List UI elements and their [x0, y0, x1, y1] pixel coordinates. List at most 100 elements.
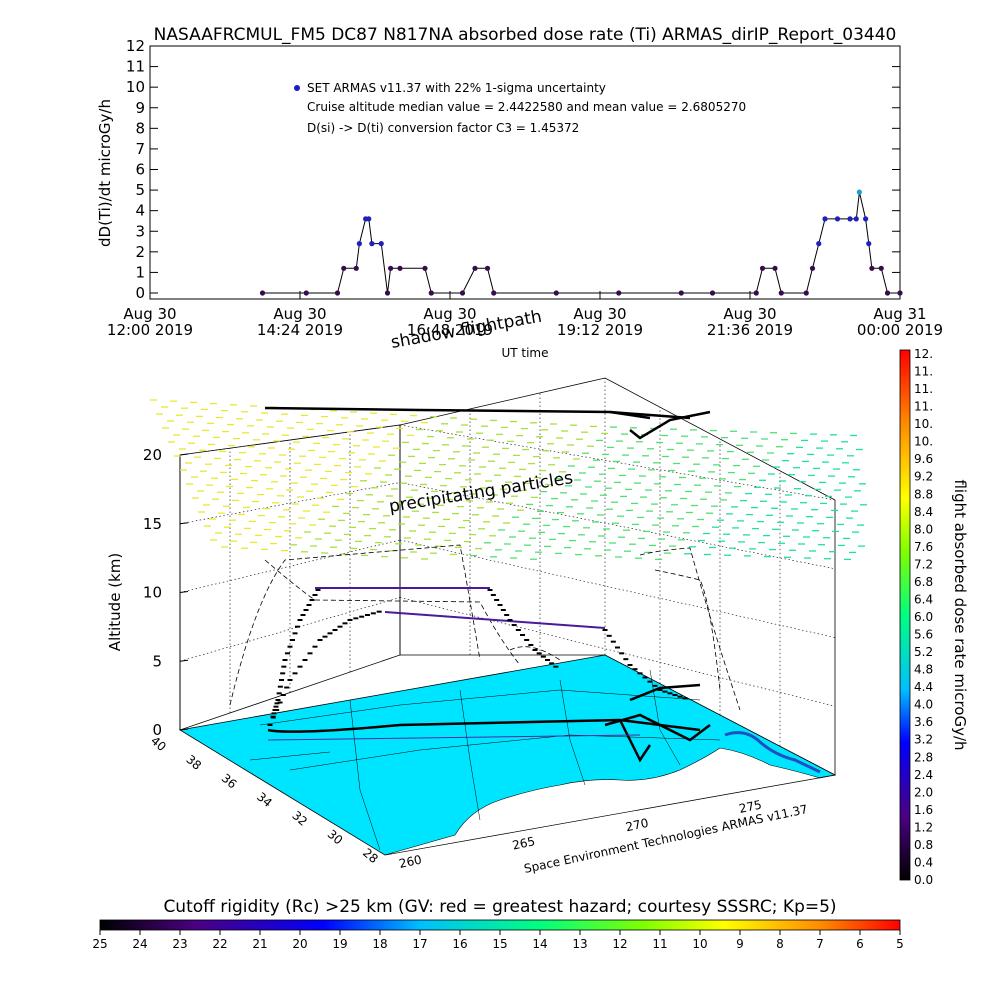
top-x-tick-date: Aug 30 [723, 305, 776, 323]
cutoff-rigidity-colorbar-bar [99, 919, 901, 931]
dose-rate-point [778, 290, 784, 296]
climb-point [647, 680, 653, 683]
top-x-tick-date: Aug 30 [123, 305, 176, 323]
climb-point [300, 614, 306, 616]
climb-point [511, 624, 517, 626]
climb-point [306, 604, 312, 606]
top-x-tick-time: 19:12 2019 [557, 321, 643, 339]
climb-point [303, 609, 309, 611]
cutoff-tick-label: 13 [572, 937, 587, 951]
dose-rate-colorbar-tick: 9.2 [914, 470, 933, 484]
top-y-tick-label: 3 [135, 222, 145, 240]
climb-point [276, 692, 282, 695]
climb-point [267, 724, 273, 726]
dose-rate-colorbar: 12. 11. 11. 11. 10. 10. 9.6 9.2 8.8 8.4 8.0 7.6 7.2 6… [899, 347, 969, 887]
dose-rate-point [341, 265, 347, 271]
climb-point [275, 699, 281, 701]
dose-rate-colorbar-tick: 1.2 [914, 820, 933, 834]
dose-rate-point [772, 265, 778, 271]
climb-point [497, 604, 503, 606]
climb-point [302, 659, 308, 661]
climb-point [652, 684, 658, 687]
climb-point [494, 599, 500, 601]
climb-point [353, 617, 359, 620]
dose-rate-colorbar-tick: 2.8 [914, 750, 933, 764]
cutoff-tick-label: 16 [452, 937, 467, 951]
climb-point [284, 686, 290, 689]
dose-rate-point [422, 265, 428, 271]
top-y-tick-label: 5 [135, 181, 145, 199]
dose-rate-colorbar-tick: 10. [914, 435, 933, 449]
latitude-tick-label: 32 [289, 808, 310, 829]
climb-point [504, 614, 510, 616]
altitude-tick-label: 20 [143, 446, 162, 464]
dose-rate-colorbar-tick: 0.8 [914, 838, 933, 852]
top-x-tick-date: Aug 31 [873, 305, 926, 323]
climb-point [549, 662, 555, 665]
latitude-tick-label: 36 [219, 771, 240, 792]
climb-point [297, 619, 303, 621]
top-y-tick-label: 8 [135, 119, 145, 137]
climb-point [487, 589, 493, 591]
dose-rate-point [759, 265, 766, 271]
climb-point [307, 652, 313, 655]
dose-rate-point [884, 290, 891, 296]
dose-rate-point [397, 265, 403, 271]
dose-rate-colorbar-tick: 5.6 [914, 628, 933, 642]
climb-point [365, 614, 370, 616]
top-x-tick-date: Aug 30 [573, 305, 626, 323]
dose-rate-point [856, 189, 862, 195]
top-x-tick-time: 00:00 2019 [857, 321, 943, 339]
longitude-tick-label: 275 [738, 797, 763, 815]
cutoff-tick-label: 11 [652, 937, 667, 951]
climb-point [637, 672, 643, 675]
shadow-flightpath-lines [229, 544, 741, 711]
climb-point [327, 632, 333, 635]
dose-rate-colorbar-tick: 2.4 [914, 768, 933, 782]
climb-point [271, 712, 277, 715]
cutoff-tick-label: 24 [132, 937, 147, 951]
climb-point [312, 594, 318, 596]
dose-rate-point [459, 290, 466, 296]
cutoff-tick-label: 8 [776, 937, 784, 951]
dose-rate-colorbar-tick: 6.8 [914, 575, 933, 589]
dose-rate-point [472, 265, 478, 271]
climb-point [342, 622, 348, 625]
climb-point [540, 655, 546, 658]
altitude-tick-mark [179, 591, 189, 593]
latitude-tick-label: 34 [254, 790, 275, 811]
dose-rate-colorbar-tick: 3.6 [914, 715, 933, 729]
dose-rate-colorbar-tick: 6.0 [914, 610, 933, 624]
climb-point [317, 639, 323, 641]
dose-rate-colorbar-tick: 10. [914, 417, 933, 431]
top-y-tick-label: 10 [126, 78, 145, 96]
dose-rate-colorbar-ticks: 12. 11. 11. 11. 10. 10. 9.6 9.2 8.8 8.4 8.0 7.6 7.2 6… [914, 347, 933, 887]
dose-rate-colorbar-tick: 4.4 [914, 680, 933, 694]
climb-point [281, 665, 287, 668]
climb-point [312, 645, 318, 648]
climb-point [536, 652, 542, 655]
climb-point [277, 685, 283, 688]
dose-rate-point [803, 290, 809, 296]
altitude-tick-mark [179, 522, 189, 525]
climb-point [272, 709, 278, 711]
top-y-tick-label: 12 [126, 37, 145, 55]
climb-point [545, 659, 550, 661]
dose-rate-colorbar-tick: 2.0 [914, 785, 933, 799]
dose-rate-point [753, 290, 759, 296]
dose-rate-point [866, 241, 872, 247]
dose-rate-colorbar-bar [899, 349, 911, 881]
top-y-tick-label: 0 [135, 284, 145, 302]
dose-rate-colorbar-tick: 3.2 [914, 733, 933, 747]
top-x-tick-time: 14:24 2019 [257, 321, 343, 339]
dose-rate-point [853, 216, 859, 222]
dose-rate-colorbar-tick: 4.0 [914, 698, 933, 712]
cutoff-tick-label: 14 [532, 937, 547, 951]
dose-rate-point [388, 265, 394, 271]
dose-rate-point [491, 290, 497, 296]
cutoff-tick-label: 20 [292, 937, 307, 951]
climb-point [315, 589, 321, 591]
top-x-tick-time: 21:36 2019 [707, 321, 793, 339]
state-boundaries [249, 669, 721, 851]
